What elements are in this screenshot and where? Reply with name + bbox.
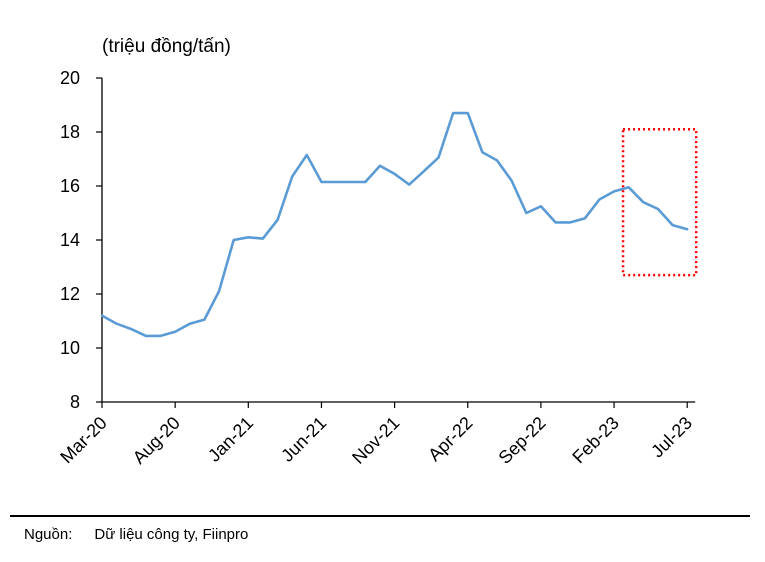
x-tick-label: Feb-23 xyxy=(568,413,622,467)
x-tick-label: Jan-21 xyxy=(204,413,257,466)
source-divider xyxy=(10,515,750,517)
x-tick-label: Jul-23 xyxy=(647,413,696,462)
y-tick-label: 20 xyxy=(60,68,80,88)
x-tick-label: Mar-20 xyxy=(56,413,110,467)
y-tick-label: 18 xyxy=(60,122,80,142)
source-text: Dữ liệu công ty, Fiinpro xyxy=(94,526,249,543)
source-note: Nguồn: Dữ liệu công ty, Fiinpro xyxy=(24,526,248,543)
y-tick-label: 12 xyxy=(60,284,80,304)
y-axis-unit-label: (triệu đồng/tấn) xyxy=(102,36,231,57)
y-tick-label: 10 xyxy=(60,338,80,358)
highlight-box xyxy=(621,128,698,277)
x-tick-label: Jun-21 xyxy=(277,413,330,466)
y-tick-label: 16 xyxy=(60,176,80,196)
x-tick-label: Sep-22 xyxy=(495,413,550,468)
x-tick-label: Aug-20 xyxy=(129,413,184,468)
line-chart: 8 10 12 14 16 18 20 Mar-20 Aug-20 Jan-21 Jun-21 Nov… xyxy=(56,68,698,468)
series-line xyxy=(100,111,689,338)
x-tick-label: Nov-21 xyxy=(348,413,403,468)
x-tick-label: Apr-22 xyxy=(424,413,476,465)
source-label: Nguồn: xyxy=(24,526,73,543)
y-tick-label: 14 xyxy=(60,230,80,250)
y-tick-label: 8 xyxy=(70,392,80,412)
